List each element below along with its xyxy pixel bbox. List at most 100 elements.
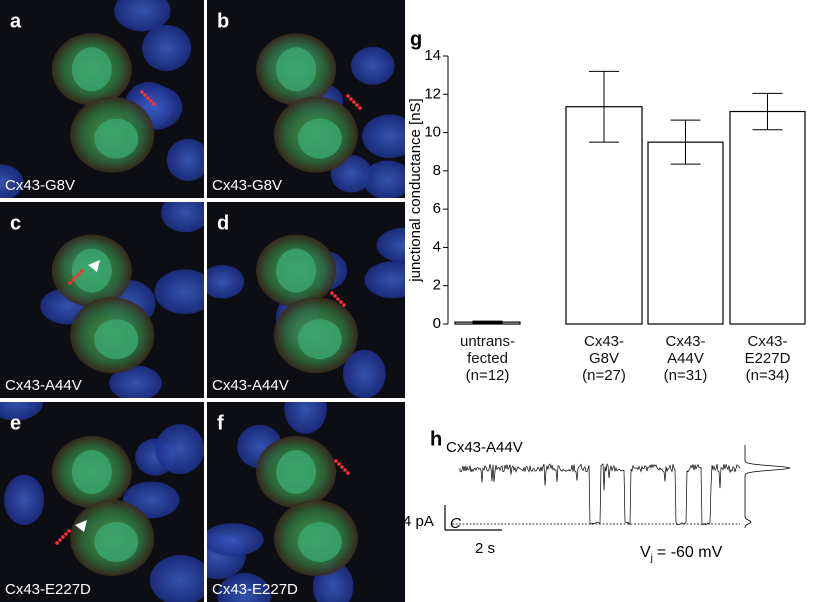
junction bbox=[343, 468, 347, 472]
micrograph bbox=[207, 402, 405, 602]
panel-label: Cx43-E227D bbox=[5, 581, 91, 598]
junction bbox=[339, 300, 343, 304]
nucleus bbox=[71, 450, 112, 494]
junction bbox=[64, 532, 68, 536]
panel-label: Cx43-G8V bbox=[5, 177, 75, 194]
y-tick-label: 0 bbox=[433, 315, 441, 332]
nucleus bbox=[161, 202, 204, 233]
nucleus bbox=[166, 138, 204, 181]
panel-letter: b bbox=[217, 10, 229, 32]
junction bbox=[71, 278, 75, 282]
bar bbox=[729, 110, 806, 325]
x-tick-label: untrans- fected (n=12) bbox=[459, 333, 516, 384]
nucleus bbox=[0, 402, 43, 421]
junction bbox=[77, 272, 81, 276]
junction bbox=[334, 459, 338, 463]
arrowhead bbox=[88, 260, 100, 272]
nucleus bbox=[276, 450, 317, 494]
panel-label: Cx43-A44V bbox=[212, 377, 289, 394]
y-tick-label: 14 bbox=[424, 47, 441, 64]
junction bbox=[61, 535, 65, 539]
panel-label: Cx43-G8V bbox=[212, 177, 282, 194]
bar bbox=[647, 141, 724, 325]
closed-label: C bbox=[450, 515, 461, 532]
junction bbox=[55, 541, 59, 545]
junction bbox=[340, 465, 344, 469]
y-tick-label: 8 bbox=[433, 162, 441, 179]
junction bbox=[333, 294, 337, 298]
micrograph-content bbox=[207, 0, 405, 198]
nucleus bbox=[350, 46, 395, 85]
junction bbox=[140, 90, 144, 94]
amplitude-histogram bbox=[744, 445, 791, 529]
micrograph-content bbox=[207, 202, 405, 398]
nucleus bbox=[376, 227, 405, 263]
y-axis-label: junctional conductance [nS] bbox=[407, 98, 424, 282]
nucleus bbox=[207, 523, 264, 556]
micrograph-content bbox=[207, 402, 405, 602]
bar bbox=[565, 106, 643, 325]
panel-letter: d bbox=[217, 212, 229, 234]
junction bbox=[330, 291, 334, 295]
nucleus bbox=[142, 24, 192, 71]
junction bbox=[80, 269, 84, 273]
panel-letter: c bbox=[10, 212, 21, 234]
voltage-value: = -60 mV bbox=[657, 544, 723, 561]
junction bbox=[58, 538, 62, 542]
junction bbox=[67, 529, 71, 533]
panel-label: Cx43-E227D bbox=[212, 581, 298, 598]
panel-letter: f bbox=[217, 412, 224, 434]
nucleus bbox=[207, 264, 245, 299]
panel-letter: a bbox=[10, 10, 22, 32]
nucleus bbox=[71, 248, 112, 293]
nucleus bbox=[94, 118, 139, 159]
junction bbox=[143, 93, 147, 97]
nucleus bbox=[364, 261, 405, 299]
junction bbox=[358, 106, 362, 110]
panel-label: Cx43-A44V bbox=[5, 377, 82, 394]
micrograph bbox=[207, 202, 405, 398]
micrograph bbox=[0, 0, 204, 198]
junction bbox=[146, 96, 150, 100]
junction bbox=[68, 281, 72, 285]
nucleus bbox=[217, 572, 272, 602]
trace-title: Cx43-A44V bbox=[446, 439, 523, 456]
voltage-subscript: j bbox=[650, 553, 653, 564]
nucleus bbox=[276, 248, 317, 293]
micrograph-content bbox=[0, 0, 204, 198]
nucleus bbox=[155, 424, 204, 474]
time-scale: 2 s bbox=[475, 540, 495, 557]
nucleus bbox=[0, 164, 24, 198]
panel-letter: h bbox=[430, 428, 442, 450]
nucleus bbox=[363, 160, 405, 198]
nucleus bbox=[362, 114, 405, 159]
micrograph bbox=[0, 202, 204, 398]
y-tick-label: 10 bbox=[424, 124, 441, 141]
junction bbox=[336, 297, 340, 301]
current-scale: 4 pA bbox=[403, 513, 434, 530]
nucleus bbox=[4, 474, 45, 525]
panel-letter: g bbox=[410, 28, 422, 50]
nucleus bbox=[94, 319, 139, 360]
voltage-symbol: V bbox=[640, 544, 651, 561]
x-tick-label: Cx43- E227D (n=34) bbox=[744, 333, 791, 384]
nucleus bbox=[284, 402, 327, 434]
junction bbox=[74, 275, 78, 279]
x-tick-label: Cx43- G8V (n=27) bbox=[582, 333, 626, 384]
panel-letter: e bbox=[10, 412, 21, 434]
junction bbox=[152, 102, 156, 106]
nucleus bbox=[297, 522, 342, 562]
micrograph-content bbox=[0, 202, 204, 398]
nucleus bbox=[154, 269, 204, 315]
y-tick-label: 2 bbox=[433, 277, 441, 294]
x-tick-label: Cx43- A44V (n=31) bbox=[663, 333, 708, 384]
junction bbox=[342, 303, 346, 307]
nucleus bbox=[297, 319, 342, 360]
y-tick-label: 4 bbox=[433, 238, 441, 255]
nucleus bbox=[149, 555, 204, 602]
junction bbox=[349, 97, 353, 101]
micrograph-content bbox=[0, 402, 204, 602]
junction bbox=[149, 99, 153, 103]
junction bbox=[352, 100, 356, 104]
